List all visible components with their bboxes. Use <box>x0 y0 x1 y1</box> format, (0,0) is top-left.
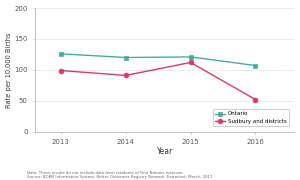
Ontario <box>254 64 257 67</box>
X-axis label: Year: Year <box>157 147 173 156</box>
Line: Ontario: Ontario <box>58 51 258 68</box>
Legend: Ontario, Sudbury and districts: Ontario, Sudbury and districts <box>212 109 289 127</box>
Y-axis label: Rate per 10,000 Births: Rate per 10,000 Births <box>6 32 12 108</box>
Sudbury and districts <box>254 98 257 101</box>
Sudbury and districts <box>124 74 128 76</box>
Sudbury and districts <box>59 69 62 72</box>
Sudbury and districts <box>189 61 192 64</box>
Text: Note: These results do not include data from residents of First Nations reserves: Note: These results do not include data … <box>27 170 212 179</box>
Ontario <box>124 57 128 59</box>
Line: Sudbury and districts: Sudbury and districts <box>58 60 258 102</box>
Ontario <box>59 53 62 55</box>
Ontario <box>189 56 192 58</box>
